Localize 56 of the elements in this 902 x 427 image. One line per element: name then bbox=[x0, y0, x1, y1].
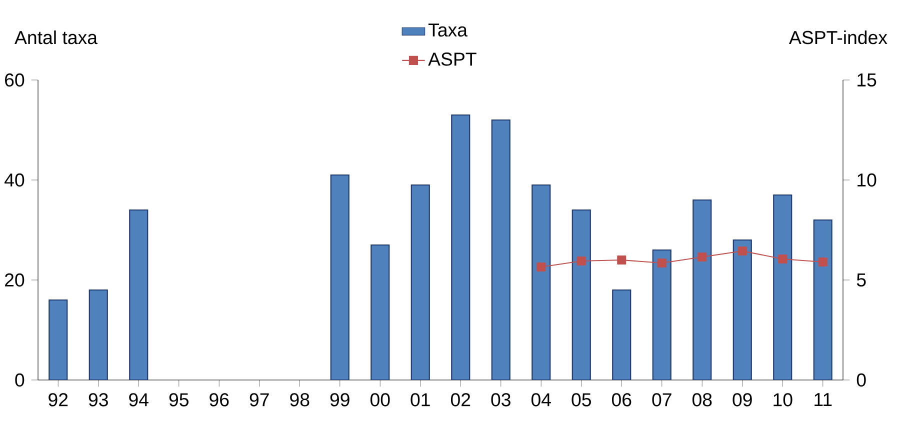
bar bbox=[813, 219, 832, 380]
y2-tick-label: 0 bbox=[856, 373, 866, 387]
legend-label: Taxa bbox=[428, 24, 468, 37]
x-tick-label: 00 bbox=[370, 393, 390, 406]
y2-tick-label: 5 bbox=[856, 273, 866, 287]
bar bbox=[491, 119, 510, 380]
y2-tick-label: 10 bbox=[858, 173, 876, 187]
x-tick-label: 01 bbox=[410, 393, 430, 406]
y-tick-label: 60 bbox=[5, 73, 24, 87]
point bbox=[657, 258, 666, 268]
bar bbox=[773, 194, 792, 380]
x-tick-label: 07 bbox=[652, 393, 672, 406]
x-tick-label: 97 bbox=[250, 393, 269, 406]
bar bbox=[612, 289, 632, 380]
bar bbox=[88, 289, 108, 380]
point bbox=[818, 257, 828, 267]
x-tick-label: 04 bbox=[531, 393, 551, 406]
y2-tick-label: 15 bbox=[858, 73, 876, 87]
point bbox=[698, 252, 707, 262]
x-tick-label: 92 bbox=[48, 393, 68, 406]
bar bbox=[410, 184, 430, 380]
x-tick-label: 08 bbox=[692, 393, 712, 406]
bar bbox=[370, 244, 390, 380]
x-tick-label: 94 bbox=[129, 393, 148, 406]
x-tick-label: 96 bbox=[210, 393, 229, 406]
bar bbox=[692, 199, 712, 380]
point bbox=[576, 256, 586, 266]
x-tick-label: 05 bbox=[572, 393, 591, 406]
bar bbox=[129, 209, 148, 380]
x-tick-label: 93 bbox=[88, 393, 108, 406]
point bbox=[738, 246, 747, 256]
bar bbox=[532, 184, 551, 380]
y-tick-label: 40 bbox=[4, 173, 24, 187]
y2-axis-title: ASPT-index bbox=[788, 30, 888, 44]
x-tick-label: 11 bbox=[814, 393, 832, 406]
bar bbox=[732, 239, 752, 380]
y-tick-label: 0 bbox=[15, 373, 24, 387]
bar bbox=[652, 249, 672, 380]
point bbox=[536, 262, 546, 272]
x-tick-label: 06 bbox=[612, 393, 632, 406]
x-tick-label: 98 bbox=[290, 393, 310, 406]
bar bbox=[48, 299, 68, 380]
legend-label: ASPT bbox=[428, 52, 476, 66]
y-axis-title: Antal taxa bbox=[14, 30, 98, 44]
bar bbox=[451, 114, 470, 380]
y-tick-label: 20 bbox=[5, 273, 24, 287]
point bbox=[617, 255, 626, 265]
bar bbox=[572, 209, 591, 380]
x-tick-label: 99 bbox=[330, 393, 350, 406]
point bbox=[778, 254, 788, 264]
x-tick-label: 02 bbox=[450, 393, 470, 406]
x-tick-label: 95 bbox=[169, 393, 188, 406]
x-tick-label: 03 bbox=[491, 393, 510, 406]
x-tick-label: 09 bbox=[732, 393, 752, 406]
bar bbox=[330, 174, 350, 380]
x-tick-label: 10 bbox=[774, 393, 792, 406]
